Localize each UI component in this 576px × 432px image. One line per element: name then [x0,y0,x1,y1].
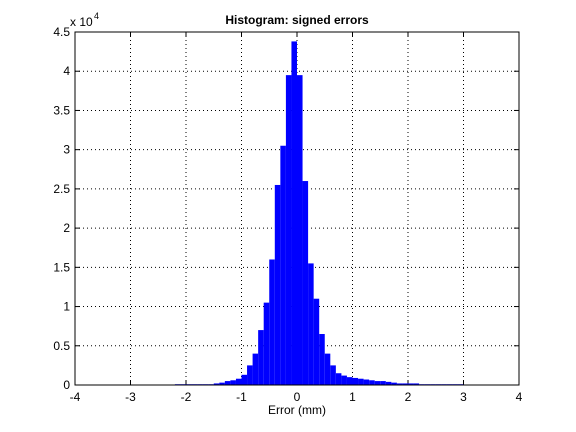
bar [358,378,364,385]
bar [413,383,420,385]
y-scale-label: x 10 [70,15,93,29]
bar [280,145,286,385]
bar [219,382,225,385]
bar [324,353,331,385]
bar [258,330,264,385]
chart-title: Histogram: signed errors [225,13,369,27]
x-tick-label: -1 [236,390,247,404]
bar [263,302,270,385]
y-tick-label: 0 [63,378,70,392]
bar [274,184,281,385]
bar [224,381,231,385]
x-tick-label: 3 [460,390,467,404]
bar [291,41,297,386]
x-tick-label: -4 [70,390,81,404]
x-axis-label: Error (mm) [268,403,326,417]
bar [302,181,309,385]
y-scale-power: 4 [94,11,99,21]
bar [308,263,314,385]
bar [369,380,375,385]
bar [346,377,353,385]
bar [252,353,259,385]
bar [352,377,359,385]
bar [380,381,386,385]
bar [285,75,292,386]
bar [241,374,248,385]
bar [247,365,253,385]
bar [230,380,236,385]
y-tick-label: 1 [63,300,70,314]
bar [374,381,381,385]
bar [341,375,347,385]
bar [385,381,392,385]
bar [408,383,414,385]
bar [335,373,342,385]
bar [330,365,336,385]
bar [391,382,397,385]
x-tick-label: 0 [294,390,301,404]
x-tick-label: -3 [125,390,136,404]
x-tick-label: 4 [516,390,523,404]
bar [235,378,242,385]
y-tick-label: 1.5 [53,260,70,274]
bar [297,75,303,386]
bar [319,334,325,385]
bar [363,379,370,385]
y-tick-label: 0.5 [53,339,70,353]
bar [213,383,220,385]
bar [269,259,275,385]
x-tick-label: 2 [405,390,412,404]
plot-frame [74,31,520,386]
y-tick-label: 4 [63,64,70,78]
y-tick-label: 3.5 [53,103,70,117]
x-tick-label: -2 [181,390,192,404]
x-tick-label: 1 [349,390,356,404]
bar [396,383,403,385]
y-tick-label: 4.5 [53,25,70,39]
y-tick-label: 3 [63,143,70,157]
y-tick-label: 2.5 [53,182,70,196]
y-tick-label: 2 [63,221,70,235]
bar [402,383,408,385]
bar [313,298,320,385]
